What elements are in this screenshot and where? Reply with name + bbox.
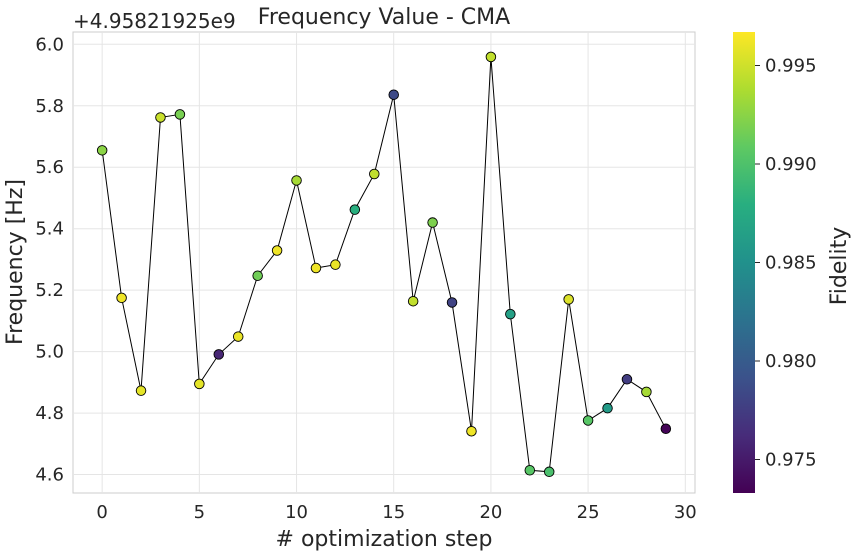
data-point	[446, 297, 458, 308]
data-point	[116, 292, 127, 304]
x-axis-label: # optimization step	[276, 527, 493, 552]
y-tick-label: 6.0	[35, 34, 64, 55]
offset-text: +4.95821925e9	[73, 9, 236, 33]
x-tick-labels: 0 5 10 15 20 25 30	[96, 502, 696, 523]
data-points	[96, 51, 672, 478]
y-tick-label: 5.0	[35, 342, 64, 363]
data-point	[582, 415, 594, 426]
data-point	[543, 466, 555, 478]
y-tick-label: 5.8	[35, 96, 64, 117]
x-tick-label: 15	[382, 502, 405, 523]
data-point	[271, 245, 283, 256]
data-point	[602, 402, 613, 414]
data-point	[330, 259, 341, 270]
data-point	[485, 51, 497, 63]
y-tick-labels: 4.6 4.8 5.0 5.2 5.4 5.6 5.8 6.0	[35, 34, 64, 485]
colorbar-tick-label: 0.985	[765, 253, 817, 274]
data-point	[466, 425, 477, 437]
data-point	[135, 385, 147, 396]
x-tick-label: 20	[479, 502, 502, 523]
data-point	[641, 386, 652, 398]
data-point	[563, 294, 574, 305]
data-point	[505, 308, 516, 320]
data-point	[194, 378, 205, 390]
chart-title: Frequency Value - CMA	[258, 5, 510, 30]
colorbar-tick-label: 0.980	[765, 351, 817, 372]
plot-area	[72, 31, 696, 494]
x-tick-label: 0	[96, 502, 107, 523]
data-point	[349, 204, 361, 215]
data-point	[388, 89, 399, 100]
y-tick-label: 5.6	[35, 157, 64, 178]
data-point	[252, 270, 263, 281]
data-point	[155, 112, 166, 123]
data-point	[369, 168, 380, 180]
data-point	[621, 374, 633, 385]
data-point	[660, 423, 672, 435]
y-tick-label: 4.8	[35, 403, 64, 424]
frequency-line	[101, 56, 667, 473]
data-point	[213, 349, 225, 360]
data-point	[291, 175, 302, 186]
colorbar-tick-labels: 0.975 0.980 0.985 0.990 0.995	[755, 55, 817, 471]
y-tick-label: 5.2	[35, 280, 64, 301]
y-axis-label: Frequency [Hz]	[3, 179, 28, 345]
data-point	[310, 262, 322, 274]
colorbar-tick-label: 0.975	[765, 450, 817, 471]
y-tick-label: 4.6	[35, 465, 64, 486]
colorbar-label: Fidelity	[827, 227, 852, 306]
colorbar-tick-label: 0.990	[765, 154, 817, 175]
grid	[73, 32, 695, 493]
x-tick-label: 30	[674, 502, 697, 523]
x-tick-label: 10	[285, 502, 308, 523]
y-tick-label: 5.4	[35, 219, 64, 240]
data-point	[96, 145, 108, 156]
x-tick-label: 25	[577, 502, 600, 523]
data-point	[524, 465, 536, 476]
x-tick-label: 5	[194, 502, 205, 523]
data-point	[174, 109, 186, 120]
colorbar-tick-label: 0.995	[765, 55, 817, 76]
data-point	[427, 217, 438, 228]
data-point	[232, 331, 244, 342]
data-point	[407, 295, 419, 307]
colorbar	[733, 32, 755, 493]
series-line	[101, 56, 667, 473]
